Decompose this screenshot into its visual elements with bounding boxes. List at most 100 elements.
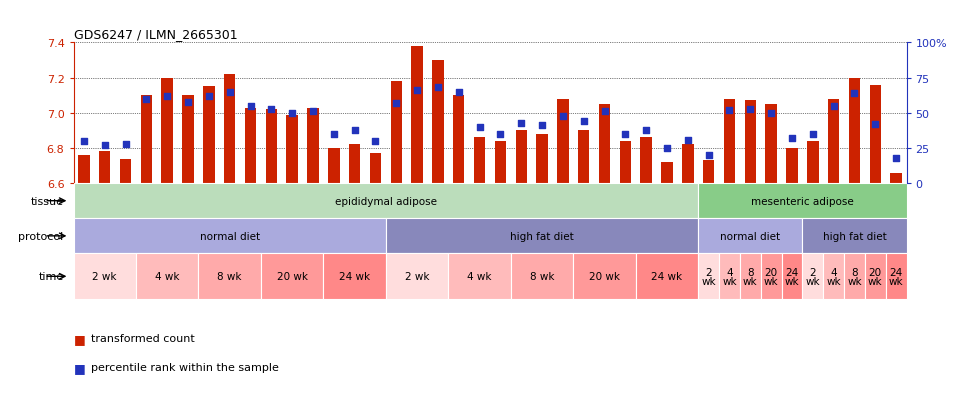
- Bar: [740, 254, 760, 299]
- Point: [264, 106, 279, 113]
- Text: ■: ■: [74, 332, 85, 345]
- Text: normal diet: normal diet: [200, 231, 260, 241]
- Point: [721, 107, 737, 114]
- Bar: [662, 163, 672, 184]
- Point: [97, 142, 113, 149]
- Bar: [636, 254, 698, 299]
- Bar: [495, 142, 506, 184]
- Bar: [703, 161, 714, 184]
- Bar: [803, 254, 823, 299]
- Bar: [432, 61, 444, 184]
- Point: [118, 141, 133, 148]
- Bar: [782, 254, 803, 299]
- Text: 2
wk: 2 wk: [702, 267, 716, 286]
- Point: [221, 89, 237, 96]
- Point: [660, 145, 675, 152]
- Point: [410, 88, 425, 95]
- Text: normal diet: normal diet: [720, 231, 780, 241]
- Text: 20 wk: 20 wk: [276, 272, 308, 282]
- Bar: [99, 152, 111, 184]
- Point: [888, 155, 904, 162]
- Bar: [74, 219, 386, 254]
- Point: [847, 90, 862, 97]
- Bar: [386, 219, 698, 254]
- Point: [451, 89, 466, 96]
- Point: [305, 109, 320, 115]
- Bar: [698, 184, 906, 219]
- Text: 4
wk: 4 wk: [722, 267, 737, 286]
- Text: 20
wk: 20 wk: [868, 267, 883, 286]
- Bar: [745, 101, 756, 184]
- Point: [430, 85, 446, 92]
- Bar: [515, 131, 527, 184]
- Bar: [328, 149, 339, 184]
- Point: [826, 103, 842, 110]
- Text: 4
wk: 4 wk: [826, 267, 841, 286]
- Point: [368, 138, 383, 145]
- Bar: [844, 254, 865, 299]
- Text: 24
wk: 24 wk: [889, 267, 904, 286]
- Bar: [511, 254, 573, 299]
- Bar: [120, 159, 131, 184]
- Text: 8
wk: 8 wk: [743, 267, 758, 286]
- Point: [638, 127, 654, 134]
- Text: 4 wk: 4 wk: [467, 272, 492, 282]
- Bar: [558, 100, 568, 184]
- Bar: [808, 142, 818, 184]
- Bar: [698, 219, 803, 254]
- Point: [201, 93, 217, 100]
- Text: high fat diet: high fat diet: [822, 231, 886, 241]
- Text: 2 wk: 2 wk: [405, 272, 429, 282]
- Bar: [828, 100, 839, 184]
- Point: [867, 121, 883, 128]
- Point: [388, 100, 404, 107]
- Text: GDS6247 / ILMN_2665301: GDS6247 / ILMN_2665301: [74, 28, 237, 41]
- Bar: [453, 96, 465, 184]
- Text: transformed count: transformed count: [91, 334, 195, 344]
- Point: [471, 124, 487, 131]
- Text: 8 wk: 8 wk: [218, 272, 242, 282]
- Point: [138, 96, 154, 103]
- Text: mesenteric adipose: mesenteric adipose: [751, 196, 854, 206]
- Bar: [203, 87, 215, 184]
- Point: [555, 113, 570, 120]
- Bar: [803, 219, 907, 254]
- Text: 8
wk: 8 wk: [847, 267, 861, 286]
- Bar: [619, 142, 631, 184]
- Text: percentile rank within the sample: percentile rank within the sample: [91, 363, 279, 373]
- Bar: [719, 254, 740, 299]
- Bar: [308, 108, 319, 184]
- Text: 2
wk: 2 wk: [806, 267, 820, 286]
- Point: [743, 106, 759, 113]
- Bar: [245, 108, 256, 184]
- Bar: [865, 254, 886, 299]
- Bar: [369, 154, 381, 184]
- Point: [597, 109, 612, 115]
- Bar: [698, 254, 719, 299]
- Text: ■: ■: [74, 361, 85, 374]
- Text: 2 wk: 2 wk: [92, 272, 117, 282]
- Point: [493, 131, 509, 138]
- Point: [243, 103, 259, 110]
- Text: 4 wk: 4 wk: [155, 272, 179, 282]
- Text: 8 wk: 8 wk: [530, 272, 555, 282]
- Text: protocol: protocol: [19, 231, 64, 241]
- Bar: [578, 131, 589, 184]
- Bar: [182, 96, 194, 184]
- Point: [347, 127, 363, 134]
- Bar: [641, 138, 652, 184]
- Point: [701, 152, 716, 159]
- Text: high fat diet: high fat diet: [511, 231, 574, 241]
- Point: [805, 131, 820, 138]
- Text: 24
wk: 24 wk: [785, 267, 800, 286]
- Point: [763, 110, 779, 117]
- Bar: [412, 47, 422, 184]
- Bar: [391, 82, 402, 184]
- Point: [180, 99, 196, 106]
- Point: [534, 123, 550, 129]
- Point: [326, 131, 342, 138]
- Bar: [349, 145, 361, 184]
- Bar: [448, 254, 511, 299]
- Point: [160, 93, 175, 100]
- Bar: [599, 105, 611, 184]
